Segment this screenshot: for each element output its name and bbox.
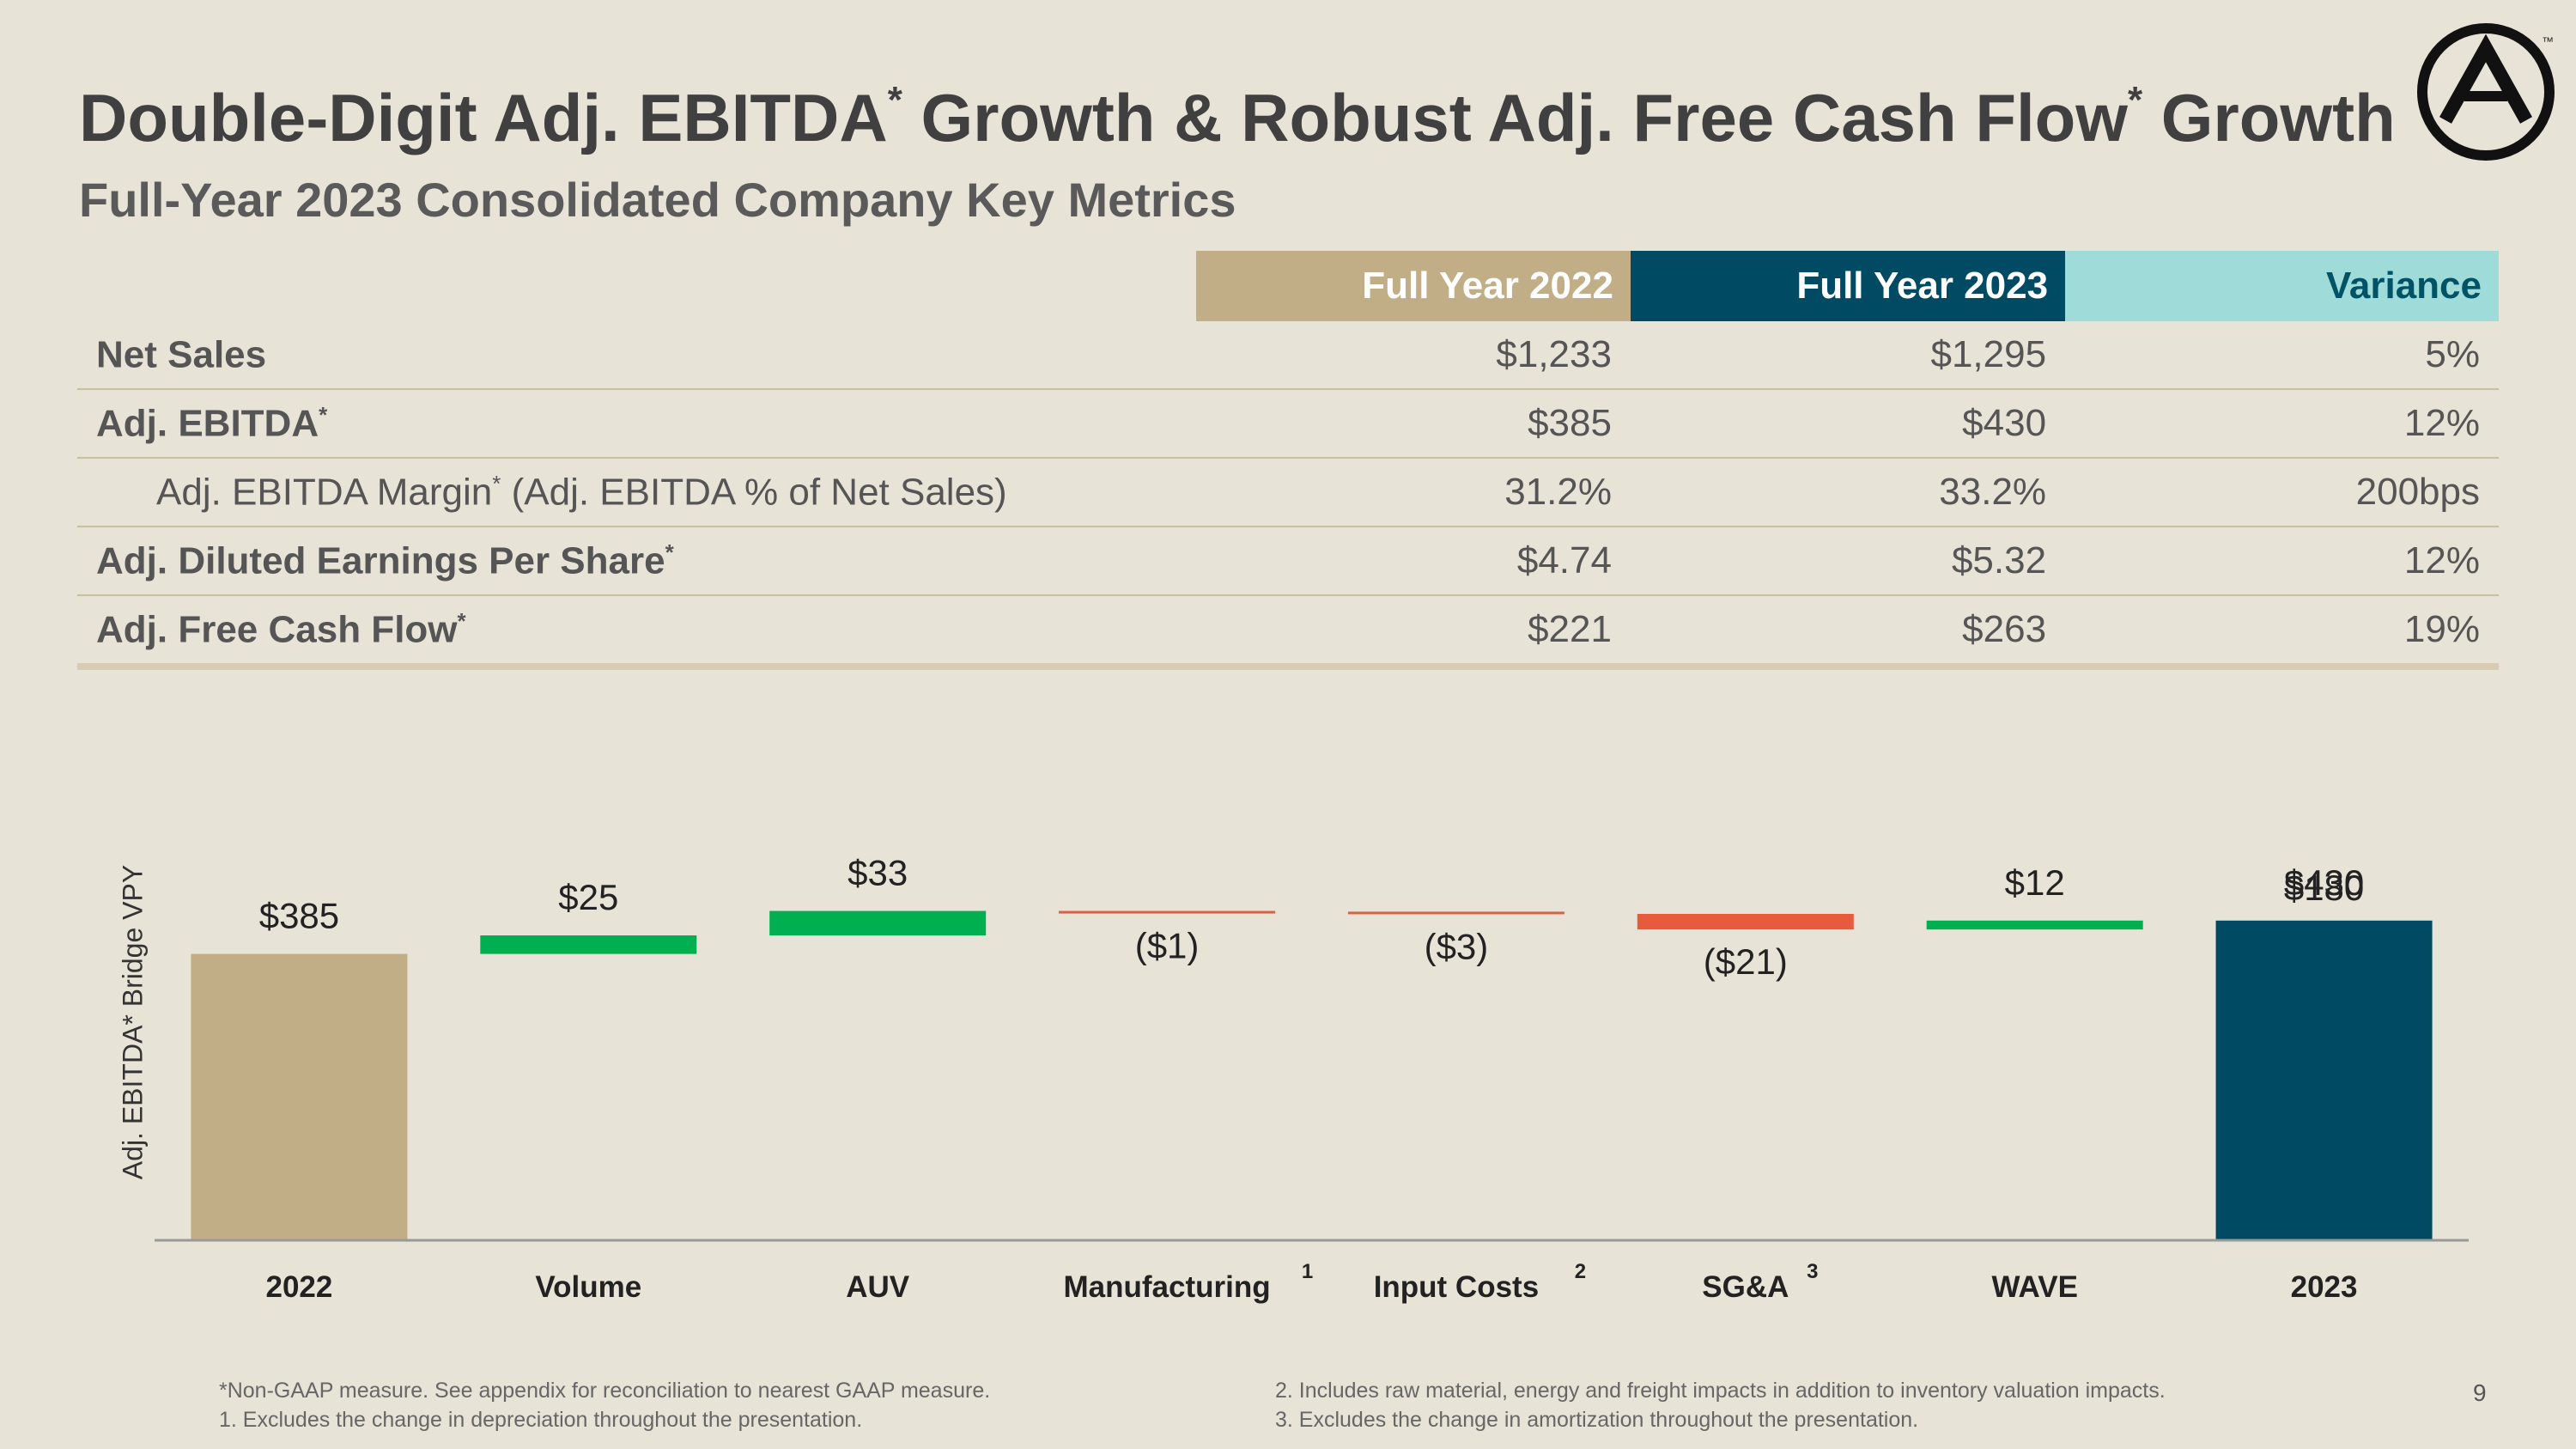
category-label: SG&A: [1702, 1270, 1789, 1304]
data-label: $12: [2005, 862, 2065, 903]
category-footnote-marker: 2: [1575, 1260, 1586, 1283]
cell-fy2022: 31.2%: [1195, 458, 1631, 527]
footnote-3: 3. Excludes the change in amortization t…: [1275, 1408, 1919, 1432]
bar-input-costs: [1347, 911, 1564, 915]
data-label: ($1): [1135, 926, 1200, 966]
category-label: WAVE: [1991, 1270, 2077, 1304]
data-label: $430: [2284, 862, 2364, 903]
cell-fy2023: $430: [1630, 389, 2066, 459]
cell-fy2022: $1,233: [1195, 321, 1631, 390]
data-label: $25: [558, 877, 618, 917]
cell-variance: 200bps: [2065, 458, 2499, 527]
slide-subtitle: Full-Year 2023 Consolidated Company Key …: [79, 173, 1236, 227]
footnote-non-gaap: *Non-GAAP measure. See appendix for reco…: [219, 1379, 991, 1403]
header-full-year-2023: Full Year 2023: [1630, 251, 2066, 321]
category-footnote-marker: 3: [1807, 1260, 1818, 1283]
bar-2022: [191, 953, 408, 1239]
table-row: Adj. EBITDA Margin* (Adj. EBITDA % of Ne…: [77, 458, 2499, 527]
footnotes-right: 2. Includes raw material, energy and fre…: [1275, 1376, 2166, 1434]
row-label: Adj. Diluted Earnings Per Share*: [77, 527, 1196, 596]
header-full-year-2022: Full Year 2022: [1195, 251, 1631, 321]
footnote-2: 2. Includes raw material, energy and fre…: [1275, 1379, 2166, 1403]
bar-volume: [480, 935, 697, 954]
row-label: Adj. Free Cash Flow*: [77, 595, 1196, 670]
row-label: Adj. EBITDA Margin* (Adj. EBITDA % of Ne…: [77, 458, 1196, 527]
data-label: $385: [259, 896, 339, 936]
footnote-1: 1. Excludes the change in depreciation t…: [219, 1408, 863, 1432]
category-label: Manufacturing: [1064, 1270, 1271, 1304]
bar-auv: [769, 910, 987, 936]
cell-fy2023: $5.32: [1630, 527, 2066, 596]
company-logo-icon: [2417, 23, 2555, 161]
cell-fy2022: $4.74: [1195, 527, 1631, 596]
data-label: $33: [848, 853, 908, 893]
category-label: Volume: [535, 1270, 641, 1304]
data-label: ($3): [1425, 926, 1489, 966]
cell-fy2023: $1,295: [1630, 321, 2066, 390]
cell-fy2023: $263: [1630, 595, 2066, 670]
cell-fy2022: $221: [1195, 595, 1631, 670]
row-label: Adj. EBITDA*: [77, 389, 1196, 459]
cell-variance: 5%: [2065, 321, 2499, 390]
bar-manufacturing: [1059, 910, 1276, 914]
category-label: 2022: [266, 1270, 333, 1304]
header-variance: Variance: [2065, 251, 2499, 321]
table-row: Net Sales $1,233 $1,295 5%: [77, 321, 2499, 390]
footnotes-left: *Non-GAAP measure. See appendix for reco…: [219, 1376, 990, 1434]
cell-variance: 19%: [2065, 595, 2499, 670]
cell-fy2022: $385: [1195, 389, 1631, 459]
table-header-row: Full Year 2022 Full Year 2023 Variance: [77, 251, 2499, 321]
table-row: Adj. Free Cash Flow* $221 $263 19%: [77, 595, 2499, 670]
table-row: Adj. EBITDA* $385 $430 12%: [77, 389, 2499, 459]
cell-fy2023: 33.2%: [1630, 458, 2066, 527]
data-label-overlap: $180: [2284, 868, 2364, 908]
cell-variance: 12%: [2065, 527, 2499, 596]
page-number: 9: [2473, 1379, 2487, 1406]
category-label: AUV: [846, 1270, 910, 1304]
category-label: 2023: [2291, 1270, 2358, 1304]
slide-title: Double-Digit Adj. EBITDA* Growth & Robus…: [79, 79, 2396, 155]
key-metrics-table: Full Year 2022 Full Year 2023 Variance N…: [77, 251, 2499, 670]
table-row: Adj. Diluted Earnings Per Share* $4.74 $…: [77, 527, 2499, 596]
bar-2023: [2215, 920, 2433, 1239]
bar-wave: [1926, 920, 2143, 930]
category-footnote-marker: 1: [1302, 1260, 1313, 1283]
row-label: Net Sales: [77, 321, 1196, 390]
data-label: ($21): [1704, 941, 1788, 982]
cell-variance: 12%: [2065, 389, 2499, 459]
category-label: Input Costs: [1374, 1270, 1539, 1304]
bar-sg-a: [1637, 914, 1854, 930]
trademark-mark: ™: [2542, 34, 2554, 48]
